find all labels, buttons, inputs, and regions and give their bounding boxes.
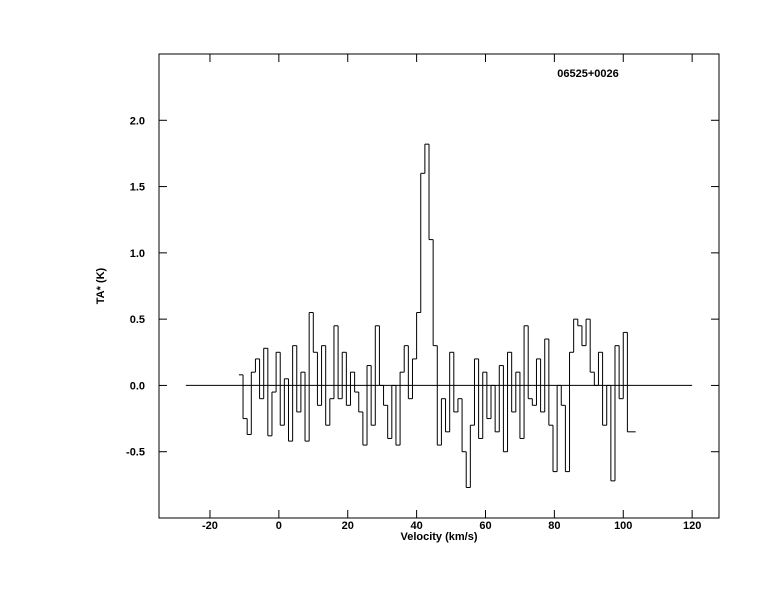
x-axis-label: Velocity (km/s) — [400, 531, 477, 543]
y-tick-label: 0.5 — [130, 314, 145, 326]
plot-frame — [158, 53, 720, 519]
step-risers — [242, 144, 628, 488]
y-tick-label: -0.5 — [126, 447, 145, 459]
y-axis-label: TA* (K) — [95, 267, 107, 304]
x-tick-label: 80 — [548, 520, 560, 532]
y-tick-label: 0.0 — [130, 380, 145, 392]
x-tick-label: 120 — [683, 520, 701, 532]
x-tick-label: 0 — [276, 520, 282, 532]
x-tick-label: 20 — [342, 520, 354, 532]
y-tick-label: 1.0 — [130, 248, 145, 260]
y-tick-label: 1.5 — [130, 182, 145, 194]
x-tick-label: 60 — [479, 520, 491, 532]
chart-title: 06525+0026 — [557, 68, 618, 80]
y-tick-label: 2.0 — [130, 115, 145, 127]
x-tick-label: 40 — [410, 520, 422, 532]
x-tick-label: -20 — [202, 520, 218, 532]
x-tick-label: 100 — [614, 520, 632, 532]
